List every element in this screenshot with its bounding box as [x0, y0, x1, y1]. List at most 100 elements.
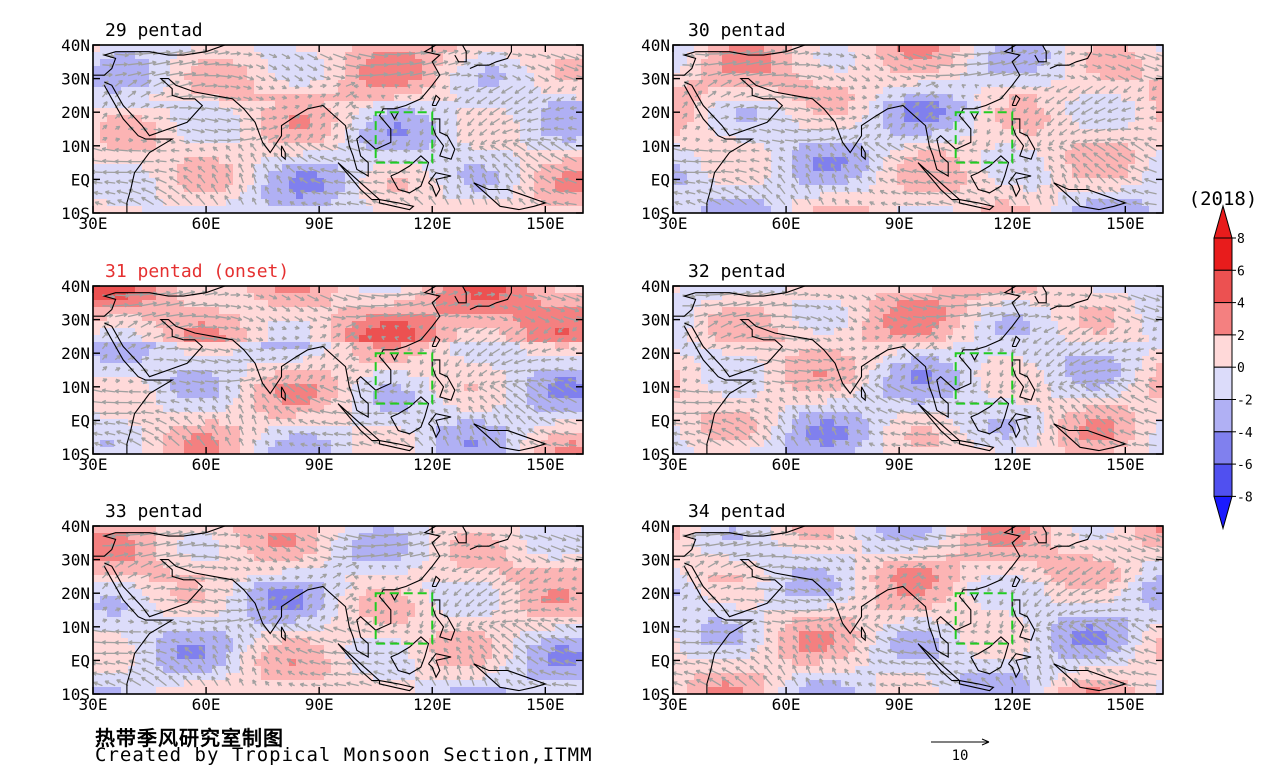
- lat-tick-label: 30N: [641, 311, 670, 330]
- lat-tick-label: 10N: [641, 378, 670, 397]
- lat-tick-label: 30N: [641, 551, 670, 570]
- colorbar-label: -4: [1237, 426, 1253, 441]
- lon-tick-label: 120E: [413, 455, 452, 474]
- panel-5: 30E 60E 90E 120E 150E 40N 30N 20N 10N EQ 10S 33 pen…: [61, 501, 584, 714]
- panel-2: 30E 60E 90E 120E 150E 40N 30N 20N 10N EQ 10S 30 pen…: [641, 20, 1164, 233]
- colorbar-label: 2: [1237, 329, 1245, 344]
- panel-frame: [672, 44, 1164, 214]
- lon-tick-label: 60E: [192, 214, 221, 233]
- footer-english-credit: Created by Tropical Monsoon Section,ITMM: [95, 744, 593, 766]
- colorbar-label: 6: [1237, 264, 1245, 279]
- lon-tick-label: 60E: [192, 695, 221, 714]
- lat-tick-label: 40N: [61, 517, 90, 536]
- lat-tick-label: 10S: [61, 204, 90, 223]
- lat-tick-label: 30N: [61, 70, 90, 89]
- panel-frame: [672, 525, 1164, 695]
- panel-frame: [672, 285, 1164, 455]
- monsoon-box-region: [374, 352, 434, 405]
- panel-6: 30E 60E 90E 120E 150E 40N 30N 20N 10N EQ 10S 34 pen…: [641, 501, 1164, 714]
- lat-tick-label: 10N: [641, 137, 670, 156]
- lat-tick-label: 10N: [641, 618, 670, 637]
- lon-tick-label: 90E: [885, 455, 914, 474]
- lon-tick-label: 30E: [79, 214, 108, 233]
- lon-tick-label: 120E: [993, 214, 1032, 233]
- panel-title: 34 pentad: [688, 501, 786, 522]
- panel-title: 29 pentad: [105, 20, 203, 41]
- lon-tick-label: 60E: [772, 695, 801, 714]
- coastlines: [93, 45, 548, 213]
- lat-tick-label: 30N: [61, 311, 90, 330]
- lon-tick-label: 150E: [1106, 214, 1145, 233]
- lat-tick-label: 10N: [61, 618, 90, 637]
- lon-tick-label: 30E: [79, 455, 108, 474]
- lat-tick-label: 30N: [61, 551, 90, 570]
- lat-tick-label: 40N: [641, 517, 670, 536]
- wind-vectors: [93, 290, 583, 448]
- lat-tick-label: EQ: [71, 651, 90, 670]
- lon-tick-label: 120E: [993, 455, 1032, 474]
- lat-tick-label: 20N: [641, 584, 670, 603]
- lat-tick-label: 10N: [61, 137, 90, 156]
- lat-tick-label: 20N: [61, 584, 90, 603]
- lat-tick-label: 30N: [641, 70, 670, 89]
- monsoon-box-region: [374, 592, 434, 645]
- lat-tick-label: 10S: [641, 204, 670, 223]
- coastlines: [93, 526, 548, 694]
- wind-vectors: [673, 290, 1163, 448]
- lat-tick-label: EQ: [651, 170, 670, 189]
- lon-tick-label: 120E: [993, 695, 1032, 714]
- panel-frame: [92, 525, 584, 695]
- lon-tick-label: 120E: [413, 214, 452, 233]
- lon-tick-label: 30E: [659, 214, 688, 233]
- lon-tick-label: 90E: [305, 455, 334, 474]
- lon-tick-label: 150E: [526, 695, 565, 714]
- lon-tick-label: 30E: [659, 695, 688, 714]
- lat-tick-label: 20N: [641, 344, 670, 363]
- colorbar: 8 6 4 2 0 -2 -4 -6 -8 (2018): [1189, 188, 1257, 531]
- lon-tick-label: 90E: [305, 214, 334, 233]
- lon-tick-label: 90E: [885, 214, 914, 233]
- coastlines: [673, 526, 1128, 694]
- lon-tick-label: 150E: [1106, 695, 1145, 714]
- lat-tick-label: 40N: [61, 277, 90, 296]
- colorbar-segment: [1213, 399, 1233, 433]
- coastlines: [93, 286, 548, 454]
- monsoon-box-region: [954, 352, 1014, 405]
- anomaly-shading: [93, 45, 583, 213]
- lon-tick-label: 120E: [413, 695, 452, 714]
- wind-vectors: [93, 530, 583, 688]
- panel-title: 33 pentad: [105, 501, 203, 522]
- monsoon-box-region: [954, 111, 1014, 164]
- lat-tick-label: 20N: [61, 103, 90, 122]
- lat-tick-label: 20N: [61, 344, 90, 363]
- panel-3: 30E 60E 90E 120E 150E 40N 30N 20N 10N EQ 10S 31 pen…: [61, 261, 584, 474]
- colorbar-segment: [1213, 302, 1233, 336]
- colorbar-segment: [1213, 463, 1233, 497]
- colorbar-label: 0: [1237, 361, 1245, 376]
- wind-vectors: [93, 49, 583, 207]
- lat-tick-label: 40N: [61, 36, 90, 55]
- lat-tick-label: EQ: [71, 411, 90, 430]
- lat-tick-label: 20N: [641, 103, 670, 122]
- wind-vectors: [673, 49, 1163, 207]
- panel-1: 30E 60E 90E 120E 150E 40N 30N 20N 10N EQ 10S 29 pen…: [61, 20, 584, 233]
- colorbar-segment: [1213, 269, 1233, 304]
- monsoon-box-region: [954, 592, 1014, 645]
- lat-tick-label: EQ: [651, 411, 670, 430]
- colorbar-segment: [1213, 237, 1233, 271]
- panel-frame: [92, 285, 584, 455]
- colorbar-segment: [1213, 334, 1233, 368]
- colorbar-label: -2: [1237, 394, 1253, 409]
- coastlines: [673, 286, 1128, 454]
- lon-tick-label: 150E: [1106, 455, 1145, 474]
- lon-tick-label: 30E: [79, 695, 108, 714]
- lat-tick-label: 10S: [641, 445, 670, 464]
- coastlines: [673, 45, 1128, 213]
- lon-tick-label: 30E: [659, 455, 688, 474]
- footer-chinese-credit: 热带季风研究室制图: [95, 722, 284, 751]
- panel-4: 30E 60E 90E 120E 150E 40N 30N 20N 10N EQ 10S 32 pen…: [641, 261, 1164, 474]
- panel-title: 31 pentad (onset): [105, 261, 289, 282]
- lon-tick-label: 60E: [772, 214, 801, 233]
- lat-tick-label: EQ: [71, 170, 90, 189]
